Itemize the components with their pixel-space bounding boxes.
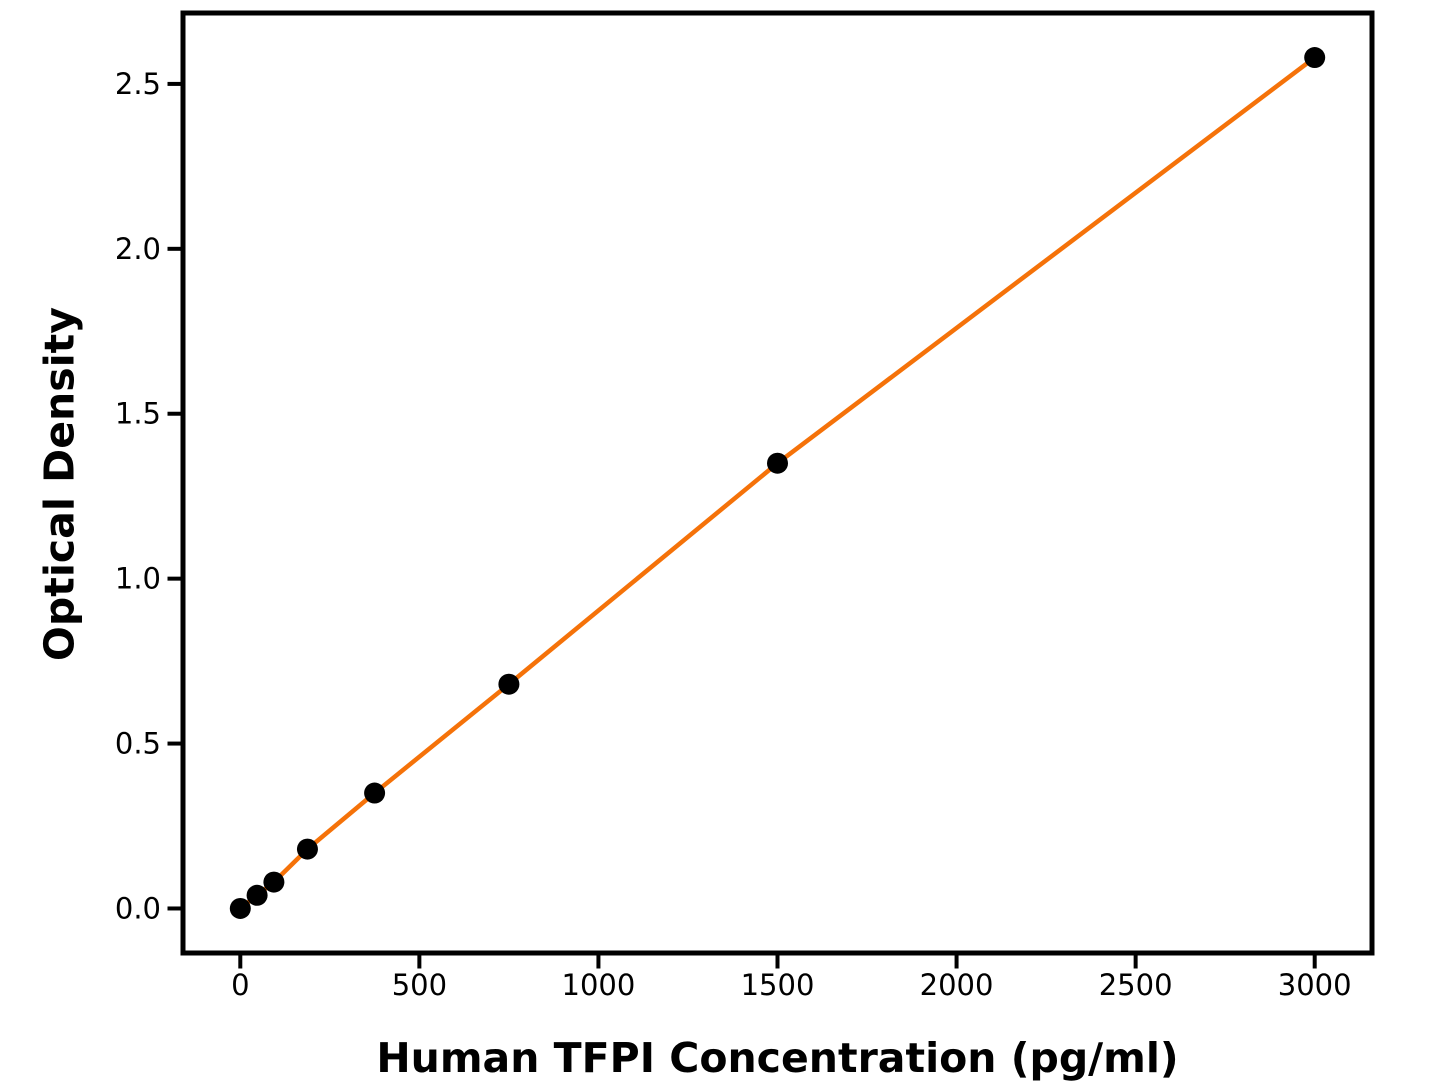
data-point-marker <box>364 782 386 804</box>
y-tick-label: 2.0 <box>115 232 161 266</box>
x-tick-label: 2500 <box>1099 968 1173 1002</box>
y-tick-label: 1.5 <box>115 397 161 431</box>
data-point-marker <box>296 838 318 860</box>
x-tick-label: 0 <box>231 968 249 1002</box>
data-point-marker <box>263 871 285 893</box>
data-point-marker <box>246 884 268 906</box>
y-tick-label: 0.0 <box>115 891 161 925</box>
data-point-marker <box>498 673 520 695</box>
standard-curve-line <box>238 55 1317 911</box>
x-axis-title: Human TFPI Concentration (pg/ml) <box>376 1034 1179 1082</box>
plot-frame <box>180 10 1375 956</box>
data-point-marker <box>229 897 251 919</box>
x-tick-label: 3000 <box>1278 968 1352 1002</box>
y-tick-label: 1.0 <box>115 562 161 596</box>
data-point-marker <box>1304 47 1326 69</box>
x-tick-label: 1000 <box>562 968 636 1002</box>
x-tick-label: 500 <box>392 968 447 1002</box>
x-tick-label: 2000 <box>920 968 994 1002</box>
x-tick-label: 1500 <box>741 968 815 1002</box>
y-tick-label: 0.5 <box>115 727 161 761</box>
data-point-marker <box>767 452 788 474</box>
y-tick-label: 2.5 <box>115 67 161 101</box>
y-axis-title: Optical Density <box>35 307 84 661</box>
